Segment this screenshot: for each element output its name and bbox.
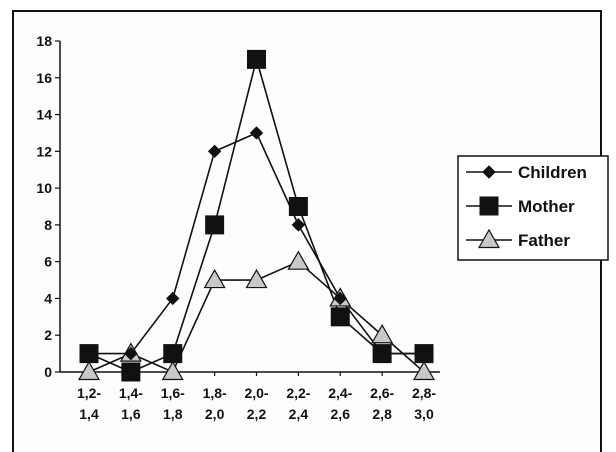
data-point-children <box>333 291 347 306</box>
x-tick-label: 2,8- <box>412 385 436 401</box>
x-tick-label: 1,8- <box>203 385 227 401</box>
x-tick-label: 2,8 <box>372 406 392 422</box>
data-point-father <box>245 268 268 289</box>
y-tick-label: 10 <box>36 180 52 196</box>
x-tick-label: 2,6 <box>331 406 351 422</box>
data-point-father <box>412 360 436 381</box>
x-tick-label: 2,0- <box>244 385 268 401</box>
data-point-mother <box>330 307 350 327</box>
data-point-children <box>291 218 306 232</box>
y-tick-label: 12 <box>36 143 52 159</box>
data-point-mother <box>247 49 266 69</box>
x-tick-label: 1,2- <box>77 385 101 401</box>
y-tick-label: 2 <box>44 327 52 343</box>
data-point-mother <box>288 197 308 216</box>
y-tick-label: 4 <box>44 290 52 306</box>
legend-label-mother: Mother <box>518 197 575 216</box>
x-tick-label: 2,2- <box>286 385 310 401</box>
y-tick-label: 18 <box>36 33 52 49</box>
x-tick-label: 3,0 <box>414 406 434 422</box>
y-tick-label: 0 <box>44 364 52 380</box>
data-point-father <box>161 360 184 381</box>
data-point-children <box>417 346 431 361</box>
y-tick-label: 8 <box>44 217 52 233</box>
x-tick-label: 1,6 <box>121 406 141 422</box>
x-tick-label: 2,2 <box>247 406 267 422</box>
data-point-children <box>207 144 222 159</box>
data-point-children <box>375 346 389 361</box>
legend-label-father: Father <box>518 231 570 250</box>
y-tick-label: 14 <box>36 107 52 123</box>
x-tick-label: 1,4 <box>79 406 99 422</box>
data-point-children <box>82 346 96 361</box>
legend-marker-children <box>482 165 496 179</box>
y-tick-label: 16 <box>36 70 52 86</box>
x-tick-label: 2,0 <box>205 406 225 422</box>
data-point-father <box>287 250 310 270</box>
x-tick-label: 1,6- <box>161 385 185 401</box>
data-point-children <box>124 346 138 361</box>
data-point-children <box>249 126 264 140</box>
data-point-mother <box>163 344 183 364</box>
x-tick-label: 2,6- <box>370 385 394 401</box>
x-tick-label: 1,4- <box>119 385 143 401</box>
legend-label-children: Children <box>518 163 587 182</box>
x-tick-label: 2,4- <box>328 385 352 401</box>
legend-marker-mother <box>479 196 499 216</box>
y-tick-label: 6 <box>44 254 52 270</box>
data-point-children <box>166 291 180 306</box>
x-tick-label: 2,4 <box>289 406 309 422</box>
data-point-mother <box>205 215 225 235</box>
series-line-children <box>89 131 424 355</box>
data-point-father <box>77 360 101 381</box>
legend-marker-father <box>477 228 501 249</box>
data-point-father <box>203 268 226 289</box>
legend: Children Mother Father <box>457 155 609 261</box>
series-line-mother <box>88 56 424 373</box>
data-point-mother <box>121 362 141 382</box>
data-point-father <box>371 324 394 344</box>
x-tick-label: 1,8 <box>163 406 183 422</box>
